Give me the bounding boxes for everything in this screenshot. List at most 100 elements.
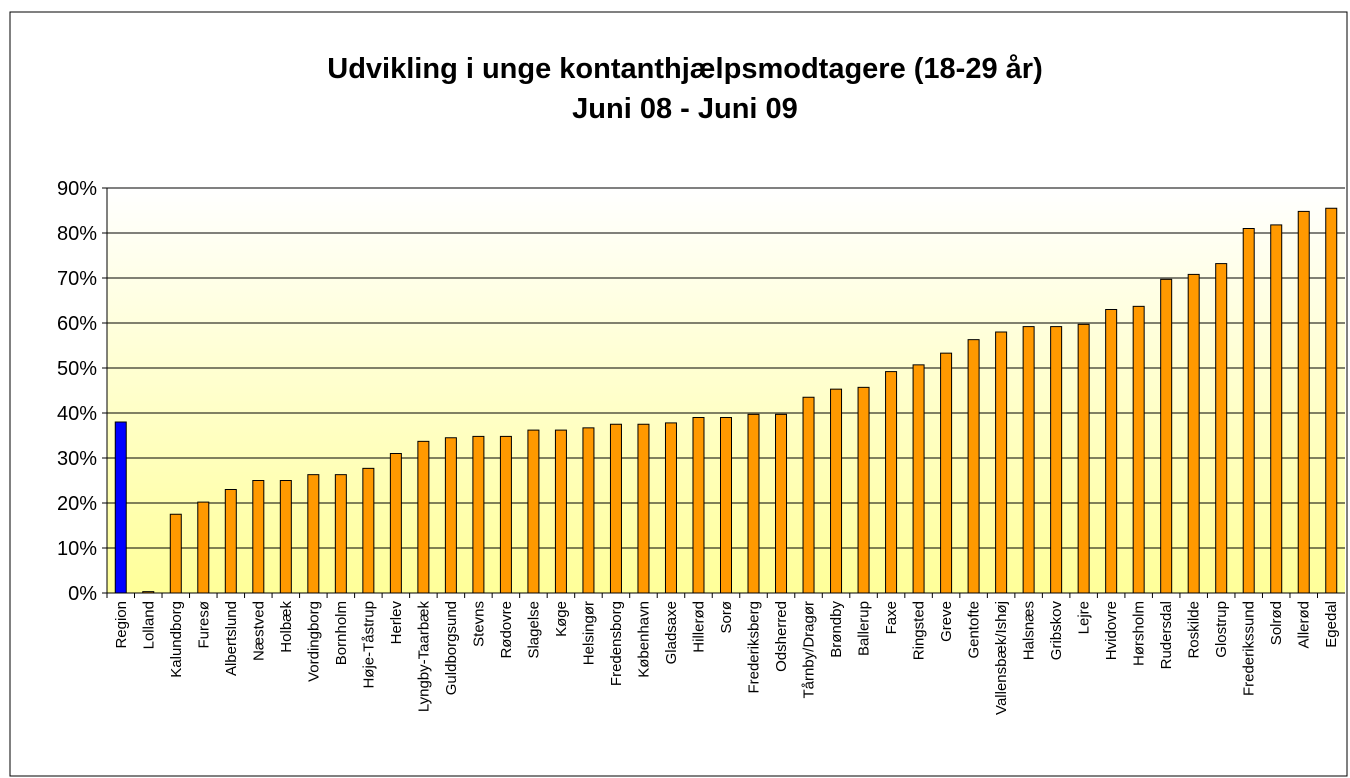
x-tick-label: Faxe — [883, 601, 900, 634]
x-tick-label: Brøndby — [828, 601, 845, 658]
y-tick-label: 70% — [57, 268, 97, 290]
y-tick-label: 80% — [57, 223, 97, 245]
x-tick-label: Allerød — [1296, 601, 1313, 649]
x-tick-label: Kalundborg — [168, 601, 185, 678]
x-tick-label: Lolland — [140, 601, 157, 649]
bar — [1050, 326, 1063, 594]
bar — [1160, 278, 1173, 594]
y-tick-label: 0% — [68, 583, 97, 605]
bar — [1077, 323, 1090, 594]
x-tick-label: Gribskov — [1048, 601, 1065, 661]
y-tick-label: 40% — [57, 403, 97, 425]
x-tick-label: Lyngby-Taarbæk — [415, 601, 432, 713]
x-tick-label: Holbæk — [278, 601, 295, 653]
bar — [499, 435, 512, 594]
x-tick-label: Køge — [553, 601, 570, 637]
x-tick-label: Gladsaxe — [663, 601, 680, 664]
bar — [1105, 309, 1118, 594]
x-tick-label: Halsnæs — [1021, 601, 1038, 660]
x-tick-label: Bornholm — [333, 601, 350, 665]
bar — [307, 474, 320, 594]
x-tick-label: Stevns — [470, 601, 487, 647]
bar — [444, 437, 457, 594]
x-tick-label: Solrød — [1268, 601, 1285, 645]
x-tick-label: Albertslund — [223, 601, 240, 676]
x-tick-label: Odsherred — [773, 601, 790, 672]
bar — [637, 423, 650, 594]
bar — [967, 339, 980, 594]
x-tick-label: Hillerød — [690, 601, 707, 653]
bar — [719, 417, 733, 594]
bar — [527, 429, 540, 594]
bar — [1270, 224, 1283, 594]
chart-title: Udvikling i unge kontanthjælpsmodtagere … — [327, 53, 1042, 85]
y-tick-label: 50% — [57, 358, 97, 380]
y-tick-label: 60% — [57, 313, 97, 335]
x-tick-label: Frederiksberg — [746, 601, 763, 694]
x-tick-label: Glostrup — [1213, 601, 1230, 658]
bar — [1187, 273, 1200, 594]
bar — [857, 386, 870, 594]
bar — [554, 429, 567, 594]
x-tick-label: Gentofte — [966, 601, 983, 659]
x-tick-label: Sorø — [718, 601, 735, 634]
x-tick-label: København — [635, 601, 652, 678]
bar — [1325, 207, 1338, 594]
bar — [802, 396, 815, 594]
bar — [609, 423, 622, 594]
x-tick-label: Vallensbæk/Ishøj — [993, 601, 1010, 715]
bar — [1297, 210, 1310, 594]
bar — [830, 388, 843, 594]
bar — [334, 474, 347, 594]
bar — [169, 513, 182, 594]
bar — [664, 422, 677, 594]
bar — [389, 453, 402, 594]
bar — [197, 501, 210, 594]
x-tick-label: Frederikssund — [1241, 601, 1258, 696]
bar — [114, 421, 127, 594]
x-tick-label: Hvidovre — [1103, 601, 1120, 660]
chart-subtitle: Juni 08 - Juni 09 — [572, 93, 798, 125]
bar — [1132, 305, 1145, 594]
y-tick-label: 20% — [57, 493, 97, 515]
x-tick-label: Ringsted — [911, 601, 928, 660]
bar — [252, 480, 265, 594]
bar — [417, 440, 430, 594]
y-tick-label: 10% — [57, 538, 97, 560]
x-tick-label: Rødovre — [498, 601, 515, 659]
bar — [1242, 228, 1255, 594]
x-tick-label: Hørsholm — [1131, 601, 1148, 666]
bar — [912, 364, 925, 594]
bar — [1215, 263, 1228, 594]
bar — [885, 371, 898, 594]
bar — [940, 352, 953, 594]
bar — [775, 413, 788, 594]
bar — [279, 480, 292, 594]
bar — [582, 427, 595, 594]
x-tick-label: Egedal — [1323, 601, 1340, 648]
bar — [362, 467, 375, 594]
x-tick-label: Guldborgsund — [443, 601, 460, 695]
y-tick-label: 30% — [57, 448, 97, 470]
x-tick-label: Vordingborg — [305, 601, 322, 682]
x-tick-label: Rudersdal — [1158, 601, 1175, 669]
bar — [995, 331, 1008, 594]
bar — [1022, 326, 1035, 594]
x-tick-label: Roskilde — [1186, 601, 1203, 659]
x-tick-label: Ballerup — [856, 601, 873, 656]
y-tick-label: 90% — [57, 178, 97, 200]
bar — [692, 417, 705, 594]
x-tick-label: Næstved — [250, 601, 267, 661]
x-tick-label: Tårnby/Dragør — [801, 601, 818, 699]
x-tick-label: Furesø — [195, 601, 212, 649]
bar — [747, 413, 760, 594]
x-tick-label: Herlev — [388, 601, 405, 645]
x-tick-label: Fredensborg — [608, 601, 625, 686]
x-tick-label: Slagelse — [525, 601, 542, 659]
x-tick-label: Greve — [938, 601, 955, 642]
x-tick-label: Region — [113, 601, 130, 649]
bar — [472, 435, 485, 594]
x-tick-label: Lejre — [1076, 601, 1093, 634]
x-tick-label: Høje-Tåstrup — [360, 601, 377, 689]
